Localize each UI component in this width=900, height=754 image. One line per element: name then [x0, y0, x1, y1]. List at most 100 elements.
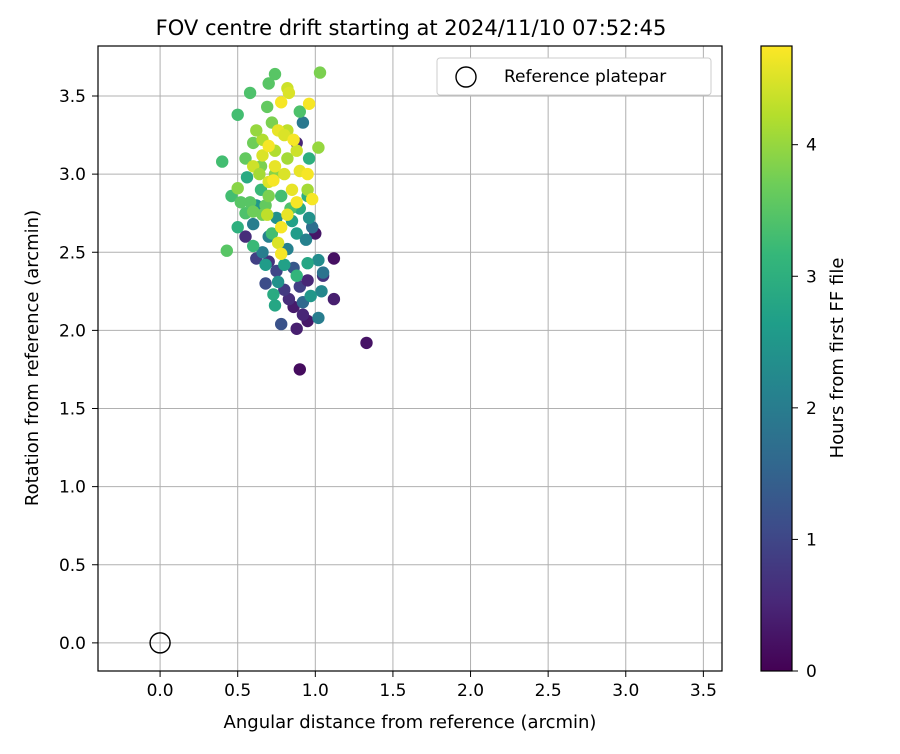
x-tick-label: 0.5 [224, 681, 251, 701]
scatter-point [285, 183, 299, 196]
reference-marker-group [149, 632, 171, 654]
y-tick-label: 1.0 [59, 478, 86, 498]
scatter-point [301, 274, 314, 287]
scatter-point [275, 189, 288, 203]
scatter-points [216, 66, 373, 376]
grid [98, 46, 722, 671]
scatter-point [306, 221, 319, 234]
scatter-point [256, 246, 269, 259]
scatter-point [268, 299, 282, 312]
scatter-point [220, 244, 233, 257]
scatter-point [302, 97, 316, 111]
y-tick-label: 0.0 [59, 634, 86, 654]
scatter-point [267, 288, 280, 301]
scatter-point [268, 67, 282, 81]
scatter-point [250, 124, 263, 137]
scatter-point [253, 167, 266, 181]
scatter-point [302, 152, 316, 165]
scatter-point [243, 86, 257, 100]
scatter-point [293, 105, 306, 118]
colorbar-label: Hours from first FF file [827, 258, 848, 459]
scatter-point [243, 196, 257, 209]
scatter-point [239, 230, 252, 243]
scatter-point [271, 236, 285, 250]
scatter-point [290, 269, 303, 282]
scatter-point [290, 227, 303, 240]
x-tick-label: 3.0 [612, 681, 639, 701]
x-tick-label: 2.5 [535, 681, 562, 701]
scatter-point [278, 258, 291, 271]
scatter-point [290, 322, 303, 335]
scatter-point [296, 308, 310, 321]
scatter-point [278, 128, 291, 142]
scatter-point [259, 277, 272, 290]
scatter-point [312, 141, 325, 154]
scatter-point [259, 258, 272, 271]
scatter-point [360, 336, 373, 350]
scatter-point [265, 227, 279, 240]
scatter-point [313, 66, 327, 79]
scatter-point [256, 149, 269, 162]
y-axis-ticks: 0.0 0.5 1.0 1.5 2.0 2.5 3.0 3.5 [59, 87, 98, 654]
scatter-point [312, 311, 325, 325]
scatter-point [287, 133, 300, 146]
scatter-point [327, 292, 341, 306]
scatter-point [316, 266, 330, 279]
scatter-point [312, 253, 325, 267]
reference-platepar-marker [149, 632, 171, 654]
legend-box [436, 57, 712, 96]
x-tick-label: 1.5 [379, 681, 406, 701]
scatter-point [296, 116, 310, 129]
scatter-point [270, 211, 283, 225]
plot-frame [97, 45, 723, 672]
colorbar: 0 1 2 3 4 Hours from first FF file [760, 45, 848, 682]
scatter-point [301, 183, 314, 196]
scatter-point [240, 171, 254, 184]
scatter-point [231, 108, 244, 122]
scatter-point [306, 192, 319, 206]
scatter-point [262, 139, 275, 153]
scatter-point [299, 233, 313, 246]
legend-reference-marker [455, 66, 477, 88]
scatter-point [247, 217, 260, 231]
colorbar-tick-label: 4 [806, 136, 817, 156]
chart-title: FOV centre drift starting at 2024/11/10 … [156, 16, 667, 40]
scatter-point [267, 174, 280, 187]
scatter-point [275, 221, 288, 234]
scatter-point [327, 252, 341, 265]
scatter-point [301, 257, 314, 270]
scatter-point [247, 239, 260, 253]
scatter-point [268, 160, 282, 173]
scatter-point [315, 285, 328, 298]
scatter-point [302, 211, 316, 225]
colorbar-tick-label: 2 [806, 399, 817, 419]
scatter-point [261, 100, 274, 114]
scatter-point [301, 167, 314, 181]
scatter-point [216, 155, 229, 168]
scatter-point [239, 152, 252, 165]
x-axis-label: Angular distance from reference (arcmin) [224, 712, 597, 733]
y-tick-label: 3.5 [59, 87, 86, 107]
scatter-point [247, 205, 260, 218]
scatter-point [261, 208, 274, 221]
scatter-point [275, 247, 288, 260]
scatter-point [293, 363, 306, 376]
scatter-point [281, 152, 294, 165]
scatter-point [231, 182, 244, 195]
scatter-point [304, 289, 317, 303]
legend-entry-reference-platepar: Reference platepar [504, 67, 666, 87]
y-tick-label: 2.5 [59, 243, 86, 263]
legend: Reference platepar [436, 57, 712, 96]
x-tick-label: 2.0 [457, 681, 484, 701]
scatter-point [262, 77, 275, 90]
colorbar-gradient [760, 45, 793, 672]
x-tick-label: 0.0 [147, 681, 174, 701]
scatter-point [275, 96, 288, 109]
scatter-point [281, 208, 294, 221]
y-tick-label: 2.0 [59, 321, 86, 341]
y-axis-label: Rotation from reference (arcmin) [22, 210, 43, 506]
scatter-point [262, 189, 275, 203]
scatter-point [271, 275, 285, 289]
